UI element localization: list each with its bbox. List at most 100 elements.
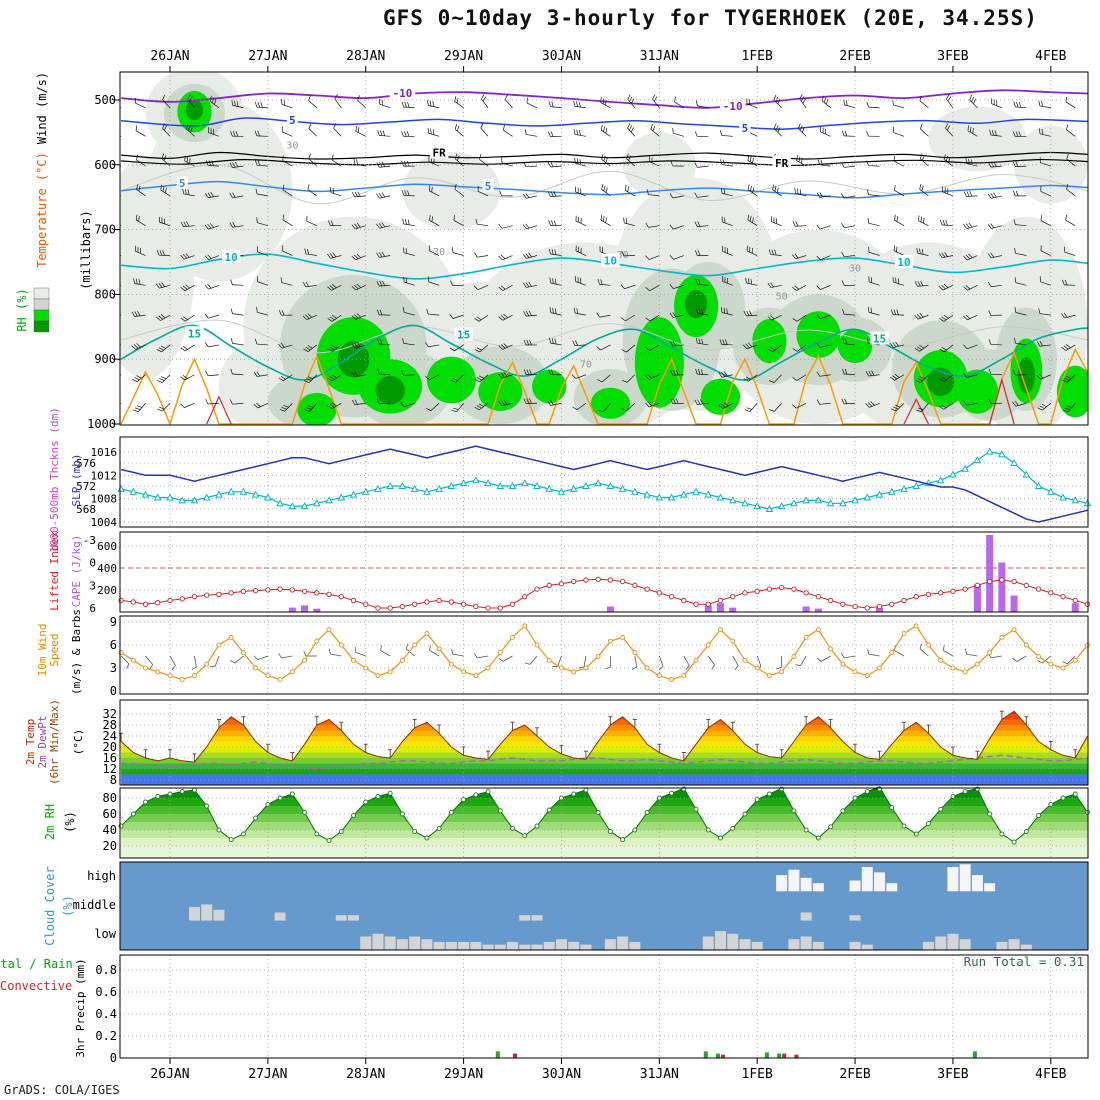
cloud-bar — [849, 915, 861, 921]
tick-label: 200 — [97, 584, 117, 597]
cloud-bar — [568, 941, 580, 950]
cloud-bar — [543, 941, 555, 950]
cloud-bar — [959, 864, 971, 892]
tick-label: 26JAN — [150, 1067, 189, 1082]
tick-label: 5 — [179, 177, 186, 190]
tick-label: FR — [433, 146, 447, 159]
tick-label: 32 — [103, 707, 117, 721]
cloud-bar — [874, 872, 886, 892]
precip-total-bar — [777, 1053, 782, 1058]
cloud-bar — [812, 941, 824, 950]
cloud-bar — [445, 941, 457, 950]
cape-bar — [288, 607, 296, 612]
tick-label: 0.2 — [95, 1029, 117, 1043]
cloud-bar — [421, 939, 433, 950]
tick-label: 0 — [89, 557, 96, 570]
tick-label: 30JAN — [542, 1067, 581, 1082]
temp2m-line — [120, 710, 1088, 763]
axis-title-thickness: 1000-500mb Thckns (dm) — [48, 407, 61, 553]
tick-label: 24 — [103, 729, 117, 743]
cape-bar — [301, 605, 309, 612]
cloud-bar — [494, 944, 506, 950]
cloud-bar — [482, 944, 494, 950]
tick-label: -10 — [723, 100, 743, 113]
cloud-bar — [531, 915, 543, 921]
tick-label: 28JAN — [346, 1067, 385, 1082]
axis-title-rh2b: (%) — [63, 811, 77, 833]
tick-label: 70 — [580, 360, 592, 371]
axis-title-t2a: 2m Temp — [24, 719, 37, 765]
cloud-bar — [604, 939, 616, 950]
cloud-bar — [849, 941, 861, 950]
cloud-bar — [788, 939, 800, 950]
cloud-bar — [507, 941, 519, 950]
tick-label: 30 — [433, 247, 445, 258]
cape-bar — [313, 608, 321, 612]
cloud-bar — [922, 941, 934, 950]
tick-label: 60 — [103, 807, 117, 821]
axis-title-cloudb: (%) — [61, 895, 75, 917]
precip-convective-bar — [794, 1054, 799, 1058]
tick-label: 4FEB — [1035, 49, 1066, 64]
axis-title-rh: RH (%) — [15, 288, 29, 331]
cloud-bar — [849, 880, 861, 892]
tick-label: 80 — [103, 791, 117, 805]
contour-25C-a — [206, 395, 232, 425]
cloud-bar — [714, 931, 726, 950]
tick-label: 20 — [103, 740, 117, 754]
upper-air-shading: 30 30 30 30 50 70 — [120, 72, 1088, 425]
cloud-bar — [519, 915, 531, 921]
cloud-bar — [788, 869, 800, 892]
panel-rh2m: 80 60 40 20 — [103, 786, 1090, 859]
precip-convective-bar — [513, 1053, 518, 1058]
tick-label: 3FEB — [937, 49, 968, 64]
tick-label: 4FEB — [1035, 1067, 1066, 1082]
cloud-bar — [458, 941, 470, 950]
tick-label: 800 — [94, 287, 116, 301]
tick-label: 1004 — [91, 516, 118, 529]
cape-bar — [716, 603, 724, 612]
tick-label: 20 — [103, 839, 117, 853]
tick-label: 2FEB — [839, 1067, 870, 1082]
panel-precip: Run Total = 0.31 0.8 0.6 0.4 0.2 0 — [95, 954, 1089, 1065]
axis-title-cape: CAPE (J/kg) — [70, 535, 83, 608]
tick-label: 5 — [289, 114, 296, 127]
tick-label: 2FEB — [839, 49, 870, 64]
tick-label: low — [94, 927, 116, 941]
cape-bar — [606, 606, 614, 612]
axis-title-wind10a: 10m Wind — [36, 624, 49, 677]
panel-wind10m: 9 6 3 0 — [110, 615, 1090, 698]
tick-label: 3FEB — [937, 1067, 968, 1082]
tick-label: 6 — [110, 638, 117, 652]
tick-label: 9 — [110, 615, 117, 629]
panel-cape-li: 600 400 200 -3 0 3 6 — [83, 531, 1091, 615]
tick-label: 40 — [103, 823, 117, 837]
tick-label: 10 — [604, 255, 617, 268]
contour-5C-lower — [121, 180, 1088, 199]
contour-25C-c — [989, 377, 1015, 425]
cape-bar — [1071, 603, 1079, 612]
cloud-bar — [1008, 939, 1020, 950]
cloud-bar — [409, 936, 421, 950]
cloud-bar — [996, 941, 1008, 950]
cloud-bar — [776, 875, 788, 892]
contour-freezing-1 — [121, 151, 1088, 160]
axis-title-slp: SLP (mb) — [70, 454, 83, 507]
tick-label: 30 — [286, 141, 298, 152]
cloud-bar — [580, 944, 592, 950]
tick-label: 15 — [188, 327, 201, 340]
tick-label: 900 — [94, 352, 116, 366]
axis-title-millibars: (millibars) — [79, 210, 93, 289]
tick-label: 1FEB — [742, 1067, 773, 1082]
tick-label: 572 — [76, 480, 96, 493]
tick-label: 30 — [849, 264, 861, 275]
tick-label: 26JAN — [150, 49, 189, 64]
cloud-bar — [935, 936, 947, 950]
cloud-bar — [396, 939, 408, 950]
cloud-bar — [1020, 944, 1032, 950]
upper-air-contour-labels: -10 -10 5 5 FR FR 5 5 10 10 10 15 15 15 — [176, 85, 914, 345]
tick-label: -3 — [83, 534, 96, 547]
tick-label: 30 — [617, 250, 629, 261]
cloud-bar — [347, 915, 359, 921]
tick-label: 1016 — [91, 446, 118, 459]
